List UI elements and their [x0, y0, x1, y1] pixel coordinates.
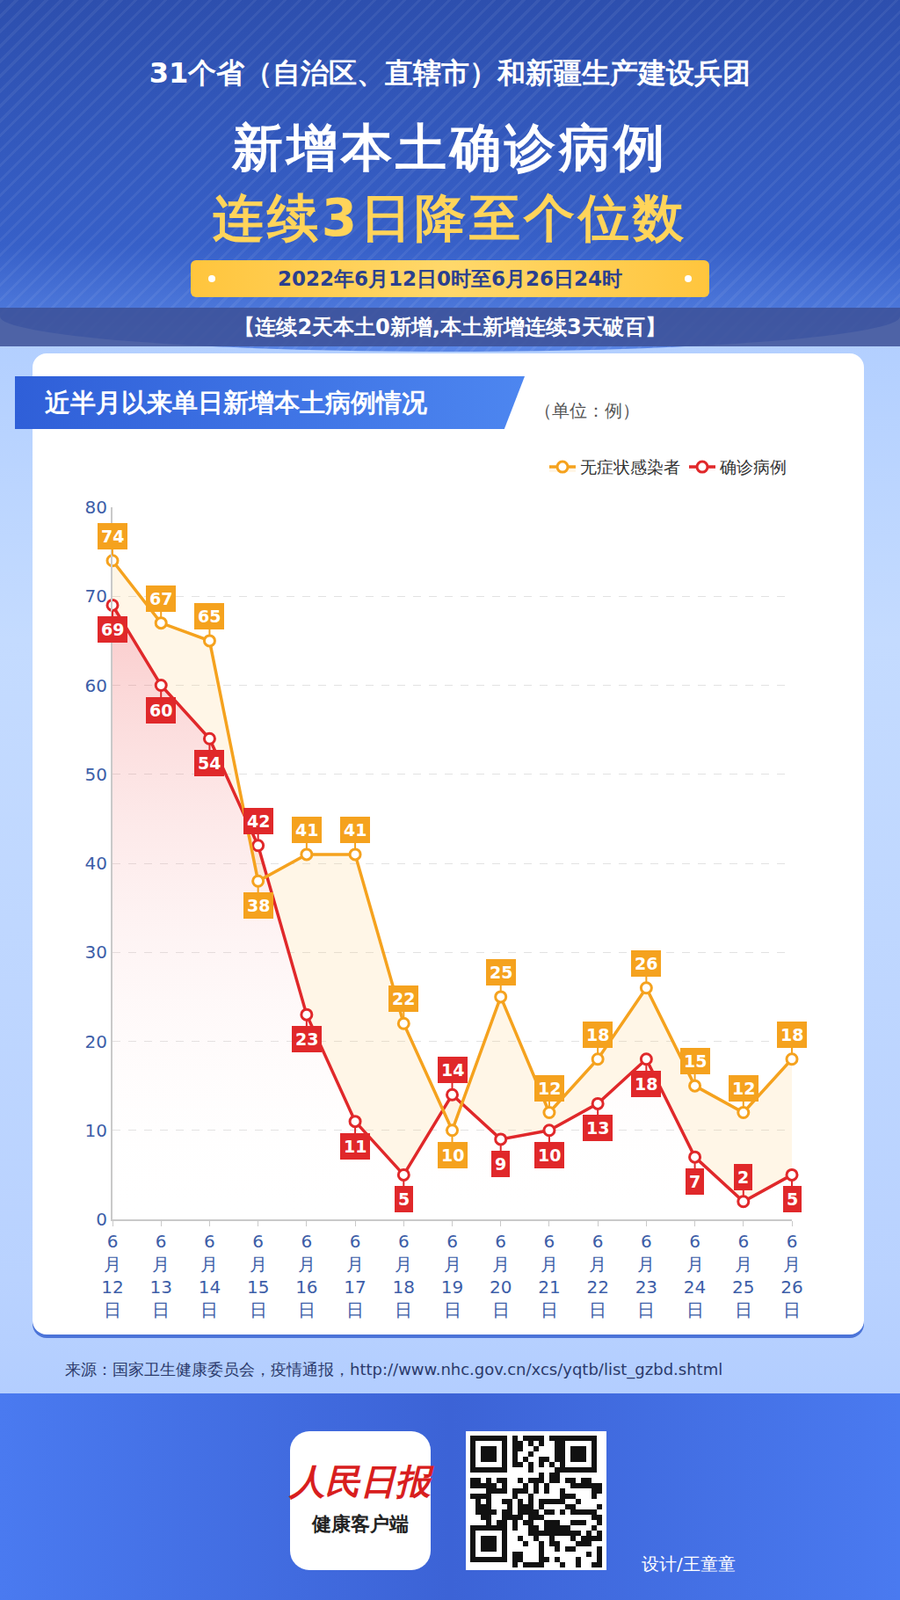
svg-text:6月13日: 6月13日	[149, 1230, 172, 1321]
html-text:（单位：例）: （单位：例）	[534, 399, 640, 421]
svg-text:6月24日: 6月24日	[683, 1230, 706, 1321]
html-text:来源：国家卫生健康委员会，疫情通报，http://www.n: 来源：国家卫生健康委员会，疫情通报，http://www.nhc.gov.cn/…	[65, 1359, 723, 1379]
svg-text:6月26日: 6月26日	[780, 1230, 803, 1321]
svg-text:22: 22	[391, 988, 415, 1009]
svg-text:18: 18	[780, 1024, 804, 1045]
svg-text:40: 40	[85, 852, 108, 874]
svg-text:18: 18	[634, 1074, 658, 1094]
svg-text:65: 65	[197, 606, 221, 626]
svg-text:无症状感染者: 无症状感染者	[580, 457, 681, 477]
svg-text:60: 60	[149, 700, 173, 720]
svg-text:0: 0	[95, 1208, 108, 1230]
svg-text:12: 12	[732, 1078, 755, 1098]
svg-text:67: 67	[149, 588, 173, 609]
svg-text:9: 9	[494, 1154, 507, 1174]
html-text:2022年6月12日0时至6月26日24时: 2022年6月12日0时至6月26日24时	[277, 267, 623, 291]
svg-text:6月12日: 6月12日	[101, 1230, 124, 1321]
svg-text:5: 5	[398, 1189, 410, 1209]
svg-text:42: 42	[246, 811, 270, 831]
svg-text:41: 41	[295, 820, 319, 840]
svg-text:30: 30	[85, 941, 108, 963]
svg-text:6月23日: 6月23日	[635, 1230, 658, 1321]
svg-text:5: 5	[786, 1189, 799, 1209]
svg-text:6月16日: 6月16日	[295, 1230, 318, 1321]
svg-text:6月18日: 6月18日	[392, 1230, 415, 1321]
svg-text:74: 74	[101, 526, 124, 546]
svg-text:38: 38	[246, 895, 270, 915]
svg-text:6月19日: 6月19日	[441, 1230, 464, 1321]
svg-text:41: 41	[343, 820, 367, 840]
svg-text:7: 7	[689, 1171, 701, 1191]
html-text:新增本土确诊病例: 新增本土确诊病例	[232, 117, 668, 178]
svg-text:25: 25	[489, 962, 513, 982]
svg-text:11: 11	[343, 1136, 367, 1156]
svg-text:确诊病例: 确诊病例	[718, 457, 787, 477]
svg-text:80: 80	[85, 496, 108, 518]
svg-text:15: 15	[683, 1051, 707, 1071]
html-text:连续3日降至个位数: 连续3日降至个位数	[212, 188, 688, 248]
svg-text:6月22日: 6月22日	[586, 1230, 609, 1321]
svg-text:60: 60	[85, 675, 108, 697]
html-text:【连续2天本土0新增,本土新增连续3天破百】: 【连续2天本土0新增,本土新增连续3天破百】	[234, 314, 666, 340]
svg-text:54: 54	[197, 753, 221, 773]
svg-text:50: 50	[85, 763, 108, 785]
svg-text:23: 23	[295, 1029, 319, 1049]
html-text:31个省（自治区、直辖市）和新疆生产建设兵团: 31个省（自治区、直辖市）和新疆生产建设兵团	[149, 56, 751, 90]
svg-text:6月15日: 6月15日	[246, 1230, 269, 1321]
svg-text:6月20日: 6月20日	[489, 1230, 512, 1321]
svg-text:70: 70	[85, 585, 108, 607]
svg-text:10: 10	[537, 1145, 561, 1165]
svg-text:10: 10	[85, 1119, 108, 1141]
svg-text:18: 18	[586, 1024, 610, 1045]
svg-text:14: 14	[441, 1059, 465, 1080]
svg-text:6月17日: 6月17日	[343, 1230, 366, 1321]
svg-text:6月25日: 6月25日	[732, 1230, 755, 1321]
svg-text:6月21日: 6月21日	[537, 1230, 560, 1321]
html-text:设计/王童童: 设计/王童童	[641, 1553, 736, 1575]
svg-text:12: 12	[537, 1078, 561, 1098]
html-text:健康客户端: 健康客户端	[312, 1512, 409, 1535]
svg-text:20: 20	[85, 1030, 108, 1053]
html-text:人民日报: 人民日报	[290, 1459, 431, 1502]
svg-text:69: 69	[101, 619, 124, 639]
svg-text:2: 2	[737, 1167, 749, 1187]
svg-text:13: 13	[586, 1117, 610, 1138]
svg-text:26: 26	[634, 953, 658, 973]
svg-text:10: 10	[441, 1145, 465, 1165]
svg-text:6月14日: 6月14日	[198, 1230, 221, 1321]
html-text:近半月以来单日新增本土病例情况: 近半月以来单日新增本土病例情况	[44, 387, 428, 418]
